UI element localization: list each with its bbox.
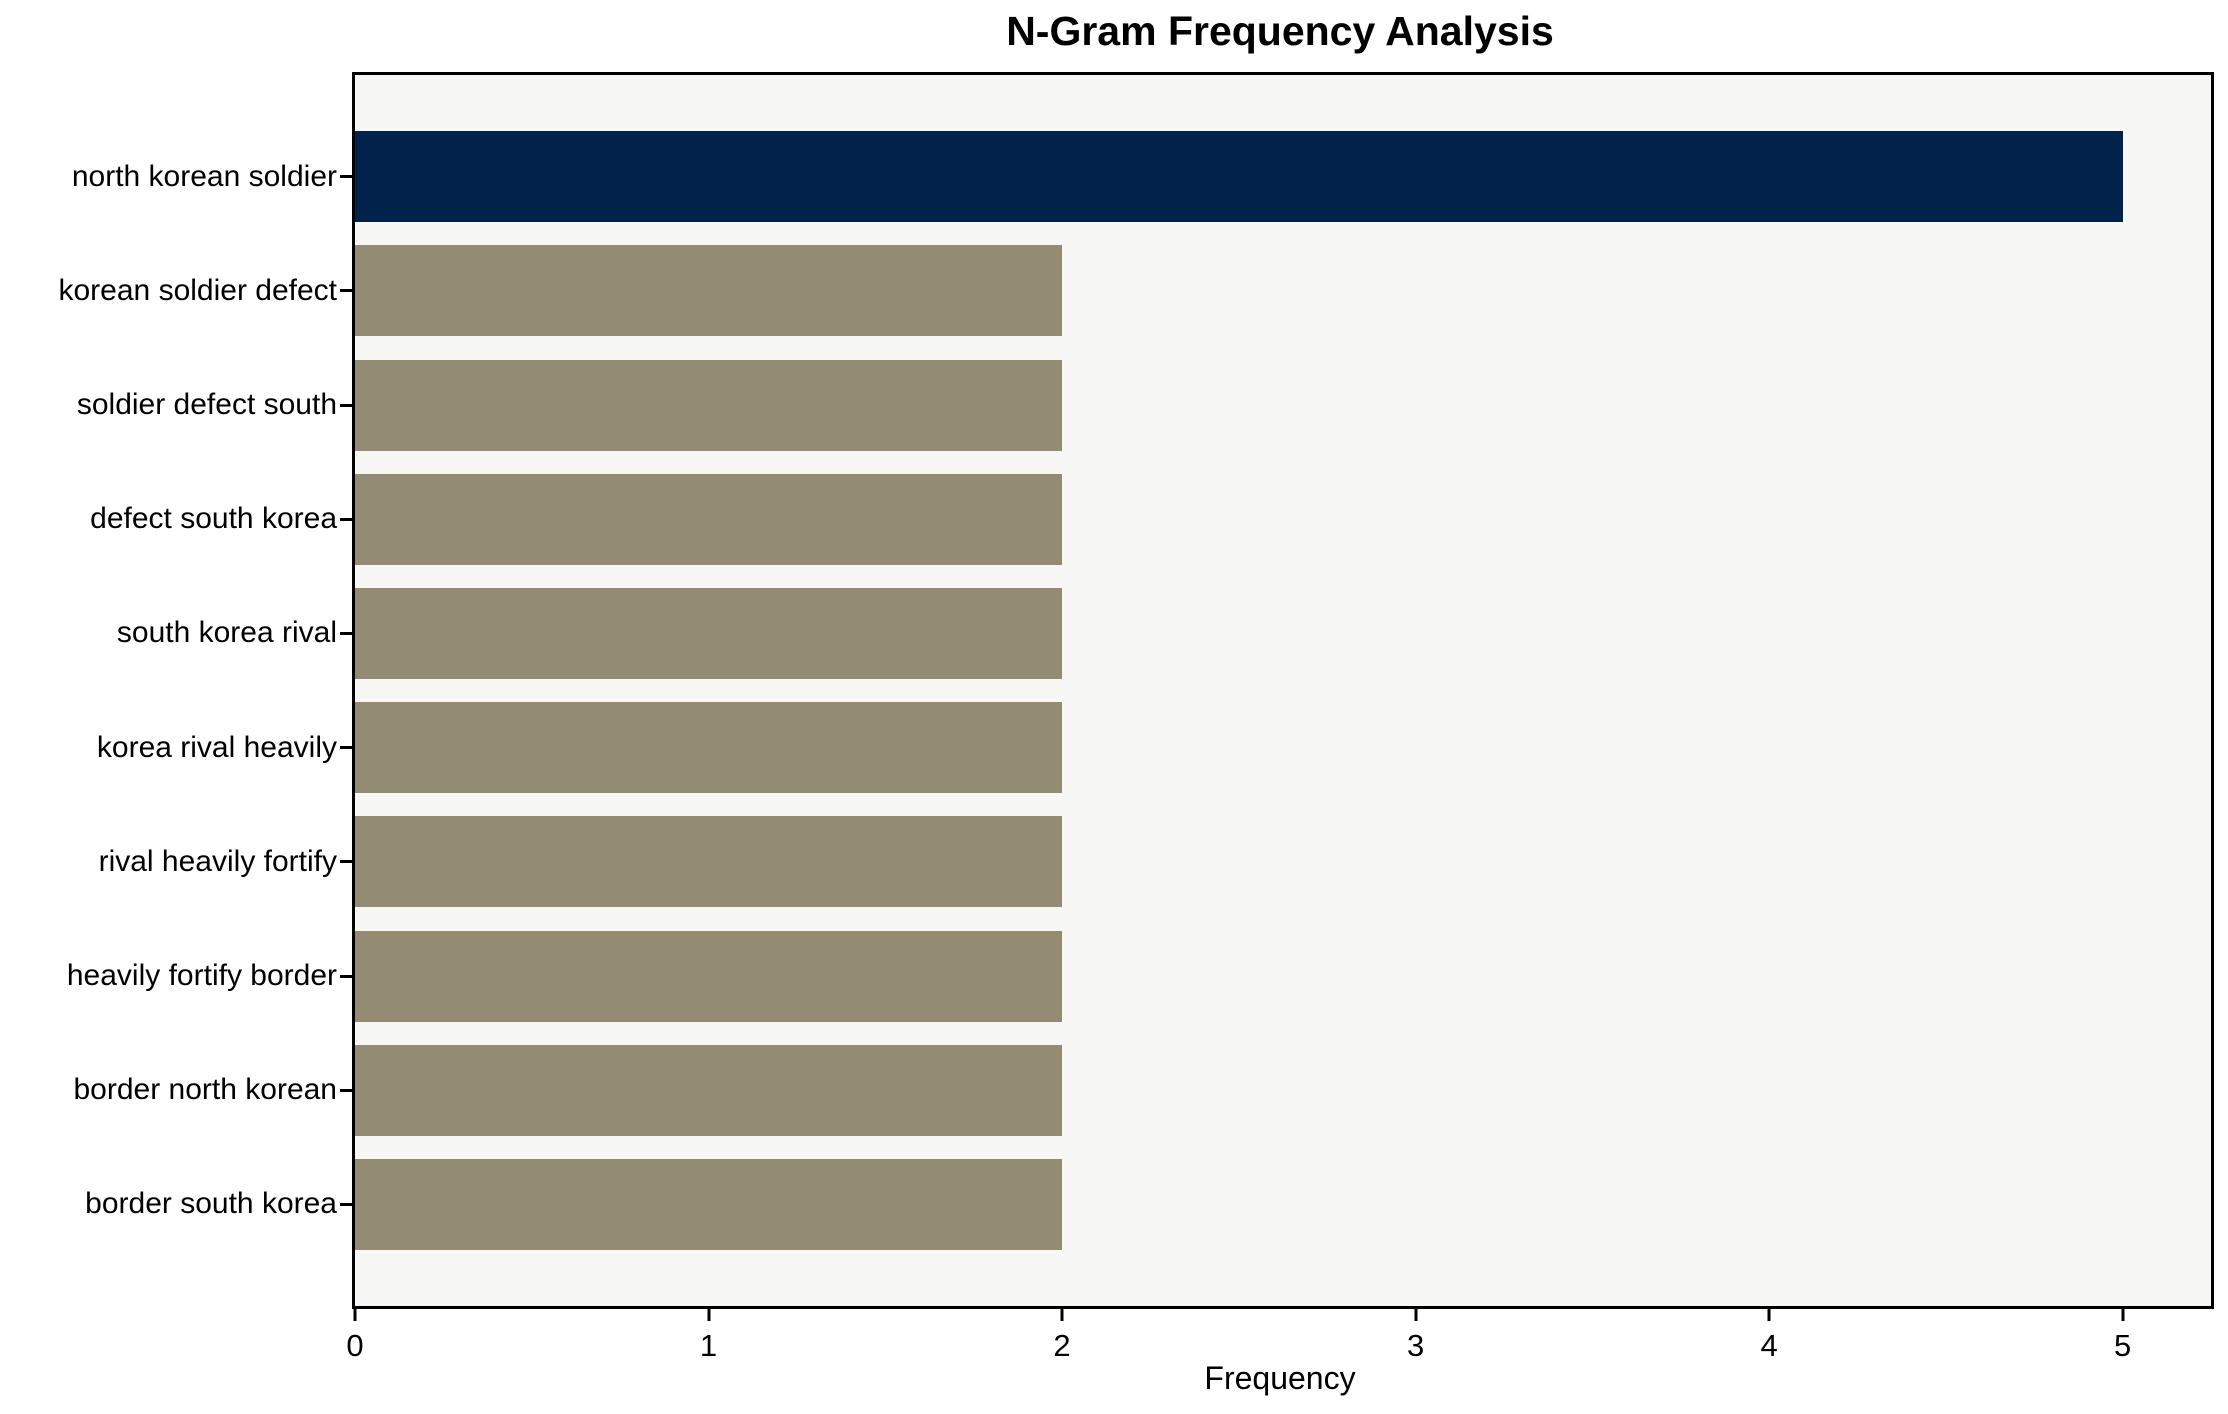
x-tick-mark <box>353 1309 357 1321</box>
bar-soldier-defect-south <box>355 359 1063 451</box>
x-tick-label: 3 <box>1406 1328 1425 1363</box>
x-axis-label: Frequency <box>1204 1360 1356 1396</box>
plot-area: north korean soldier korean soldier defec… <box>59 72 2214 1363</box>
y-tick-mark <box>340 289 352 293</box>
chart-title: N-Gram Frequency Analysis <box>1006 8 1554 54</box>
y-tick-mark <box>340 631 352 635</box>
y-tick-mark <box>340 860 352 864</box>
y-tick-label: korean soldier defect <box>58 273 338 307</box>
bar-border-south-korea <box>355 1158 1063 1250</box>
y-tick-label: border north korean <box>73 1073 338 1107</box>
y-tick-mark <box>340 974 352 978</box>
y-tick-label: heavily fortify border <box>66 959 337 992</box>
y-tick-label: rival heavily fortify <box>98 844 337 878</box>
bar-border-north-korean <box>355 1044 1063 1136</box>
y-tick-label: korea rival heavily <box>96 730 337 764</box>
x-tick-mark <box>707 1309 711 1321</box>
x-tick-label: 5 <box>2113 1328 2132 1363</box>
y-tick-mark <box>340 1202 352 1206</box>
bar-heavily-fortify-border <box>355 930 1063 1022</box>
x-tick-label: 1 <box>699 1328 718 1363</box>
x-tick-label: 0 <box>346 1328 364 1363</box>
bar-south-korea-rival <box>355 587 1063 679</box>
x-tick-label: 2 <box>1053 1328 1071 1363</box>
y-tick-label: soldier defect south <box>76 388 337 421</box>
y-tick-label: defect south korea <box>90 502 337 536</box>
y-tick-mark <box>340 746 352 750</box>
y-tick-mark <box>340 1088 352 1092</box>
bar-korean-soldier-defect <box>355 245 1063 337</box>
x-tick-mark <box>1060 1309 1064 1321</box>
y-tick-mark <box>340 175 352 179</box>
x-tick-label: 4 <box>1760 1328 1778 1363</box>
x-tick-mark <box>1414 1309 1418 1321</box>
y-tick-label: south korea rival <box>116 616 337 650</box>
y-tick-mark <box>340 403 352 407</box>
bar-korea-rival-heavily <box>355 702 1063 794</box>
y-tick-label: north korean soldier <box>71 159 337 193</box>
bar-defect-south-korea <box>355 473 1063 565</box>
x-tick-mark <box>2121 1309 2125 1321</box>
y-tick-mark <box>340 517 352 521</box>
bar-rival-heavily-fortify <box>355 816 1063 908</box>
y-tick-label: border south korea <box>85 1187 337 1221</box>
x-tick-mark <box>1767 1309 1771 1321</box>
bar-north-korean-soldier <box>355 131 2123 223</box>
